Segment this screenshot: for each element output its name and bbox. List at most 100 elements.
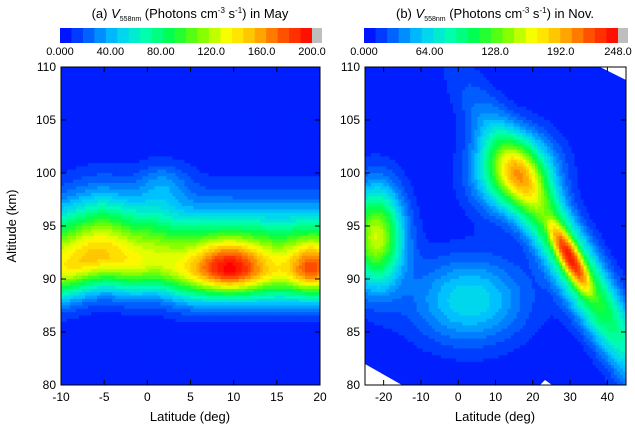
heatmap-cell [163,70,168,75]
heatmap-cell [241,106,246,111]
heatmap-cell [214,100,219,105]
heatmap-cell [133,113,137,118]
heatmap-cell [187,212,192,217]
heatmap-cell [175,80,180,85]
heatmap-cell [130,192,134,197]
heatmap-cell [133,212,137,217]
heatmap-cell [79,67,83,71]
heatmap-cell [316,206,320,211]
heatmap-cell [166,153,171,158]
heatmap-cell [97,182,101,187]
heatmap-cell [256,129,261,134]
heatmap-cell [199,106,204,111]
heatmap-cell [136,120,140,124]
heatmap-cell [76,73,80,78]
heatmap-cell [220,206,225,211]
heatmap-cell [94,143,98,148]
heatmap-cell [280,202,285,207]
heatmap-cell [229,202,234,207]
heatmap-cell [310,159,315,164]
heatmap-cell [148,123,152,128]
heatmap-cell [196,199,201,204]
heatmap-cell [148,129,152,134]
heatmap-cell [94,133,98,138]
heatmap-cell [115,186,119,191]
heatmap-cell [178,133,183,138]
heatmap-cell [310,186,315,191]
heatmap-cell [139,76,143,81]
heatmap-cell [172,73,177,78]
heatmap-cell [139,113,143,118]
heatmap-cell [247,126,252,131]
heatmap-cell [76,70,80,75]
heatmap-cell [142,86,146,91]
heatmap-cell [115,206,119,211]
heatmap-cell [241,103,246,108]
heatmap-cell [61,96,65,101]
heatmap-cell [205,136,210,141]
heatmap-cell [265,189,270,194]
heatmap-cell [304,176,309,181]
heatmap-cell [268,110,273,114]
heatmap-cell [70,212,74,217]
heatmap-cell [172,166,177,171]
heatmap-cell [259,169,264,174]
heatmap-cell [262,73,267,78]
heatmap-cell [256,70,261,75]
heatmap-cell [286,156,291,161]
heatmap-cell [292,216,297,220]
heatmap-cell [262,149,267,154]
heatmap-cell [277,169,282,174]
heatmap-cell [307,70,312,75]
heatmap-cell [214,182,219,187]
heatmap-cell [181,156,186,161]
heatmap-cell [190,176,195,181]
heatmap-cell [259,100,264,105]
heatmap-cell [64,192,68,197]
heatmap-cell [295,192,300,197]
heatmap-cell [244,209,249,214]
heatmap-cell [241,96,246,101]
heatmap-cell [157,146,161,151]
heatmap-cell [127,222,131,227]
heatmap-cell [79,110,83,114]
heatmap-cell [85,146,89,151]
heatmap-cell [313,182,318,187]
heatmap-cell [283,93,288,98]
heatmap-cell [103,76,107,81]
heatmap-cell [181,182,186,187]
heatmap-cell [313,100,318,105]
heatmap-cell [232,103,237,108]
heatmap-cell [133,139,137,144]
heatmap-cell [220,179,225,184]
heatmap-cell [250,156,255,161]
heatmap-cell [256,146,261,151]
heatmap-cell [244,146,249,151]
heatmap-cell [187,67,192,71]
heatmap-cell [133,179,137,184]
heatmap-cell [280,90,285,95]
heatmap-cell [76,166,80,171]
heatmap-cell [244,176,249,181]
heatmap-cell [166,70,171,75]
heatmap-cell [247,76,252,81]
heatmap-cell [232,123,237,128]
heatmap-cell [151,90,155,95]
heatmap-cell [220,192,225,197]
heatmap-cell [157,103,161,108]
heatmap-cell [214,113,219,118]
heatmap-cell [130,113,134,118]
heatmap-cell [304,196,309,201]
heatmap-cell [244,206,249,211]
heatmap-cell [91,189,95,194]
heatmap-cell [223,159,228,164]
heatmap-cell [283,163,288,167]
colorbar-swatch [231,28,244,43]
heatmap-cell [109,149,113,154]
heatmap-cell [127,146,131,151]
heatmap-cell [88,67,92,71]
heatmap-cell [235,70,240,75]
heatmap-cell [268,199,273,204]
heatmap-cell [265,186,270,191]
heatmap-cell [124,120,128,124]
